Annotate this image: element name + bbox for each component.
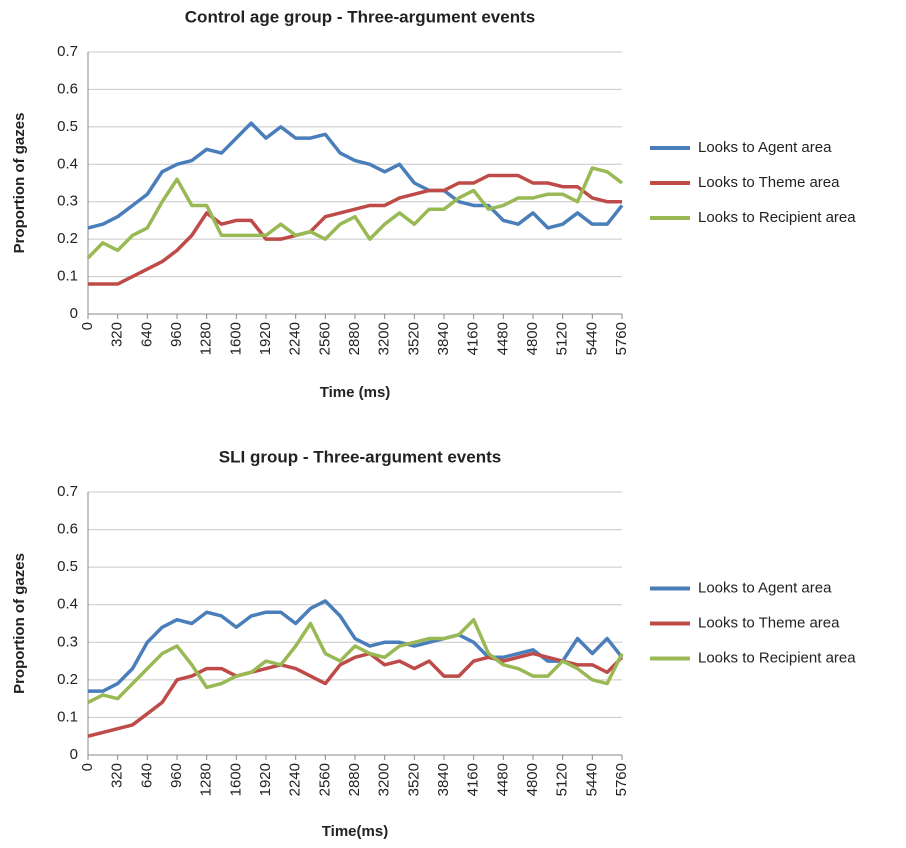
y-tick-label: 0 [70,305,78,322]
y-tick-label: 0.6 [57,80,78,97]
y-tick-label: 0 [70,746,78,763]
x-tick-label: 960 [168,763,185,788]
x-tick-label: 640 [138,322,155,347]
x-tick-label: 640 [138,763,155,788]
legend-label: Looks to Agent area [698,139,832,156]
x-tick-label: 4160 [465,763,482,796]
y-tick-label: 0.6 [57,521,78,538]
y-tick-label: 0.7 [57,483,78,500]
x-tick-label: 1920 [257,763,274,796]
x-tick-label: 2240 [287,322,304,355]
x-tick-label: 5760 [613,322,630,355]
x-tick-label: 5440 [583,322,600,355]
chart-title: Control age group - Three-argument event… [185,7,535,26]
chart-title: SLI group - Three-argument events [219,447,501,466]
y-tick-label: 0.7 [57,43,78,60]
legend-label: Looks to Agent area [698,579,832,596]
y-tick-label: 0.1 [57,708,78,725]
x-axis-title: Time(ms) [322,823,388,840]
legend-label: Looks to Theme area [698,174,840,191]
y-tick-label: 0.3 [57,193,78,210]
x-tick-label: 5120 [554,322,571,355]
x-tick-label: 5760 [613,763,630,796]
series-line [88,599,624,693]
x-tick-label: 4800 [524,763,541,796]
x-tick-label: 1920 [257,322,274,355]
x-tick-label: 320 [109,322,126,347]
x-tick-label: 5440 [583,763,600,796]
y-tick-label: 0.2 [57,671,78,688]
x-tick-label: 1280 [198,322,215,355]
x-tick-label: 1600 [227,322,244,355]
x-tick-label: 4480 [494,322,511,355]
x-tick-label: 2240 [287,763,304,796]
series-line [88,173,622,286]
legend-label: Looks to Recipient area [698,209,856,226]
x-axis-title: Time (ms) [320,384,391,401]
y-tick-label: 0.5 [57,118,78,135]
series-line [87,121,624,230]
y-tick-label: 0.5 [57,558,78,575]
x-tick-label: 1280 [198,763,215,796]
y-tick-label: 0.4 [57,596,78,613]
x-tick-label: 3520 [405,763,422,796]
x-tick-label: 3520 [405,322,422,355]
legend-label: Looks to Recipient area [698,649,856,666]
series-line [87,617,624,704]
x-tick-label: 3840 [435,763,452,796]
y-tick-label: 0.1 [57,268,78,285]
x-tick-label: 2560 [316,763,333,796]
series-line [87,651,624,738]
x-tick-label: 320 [109,763,126,788]
legend-label: Looks to Theme area [698,614,840,631]
x-tick-label: 3840 [435,322,452,355]
x-tick-label: 2560 [316,322,333,355]
x-tick-label: 0 [79,763,96,771]
x-tick-label: 4480 [494,763,511,796]
x-tick-label: 4160 [465,322,482,355]
x-tick-label: 1600 [227,763,244,796]
x-tick-label: 0 [79,322,96,330]
x-tick-label: 2880 [346,322,363,355]
x-tick-label: 3200 [376,322,393,355]
x-tick-label: 5120 [554,763,571,796]
x-tick-label: 3200 [376,763,393,796]
x-tick-label: 960 [168,322,185,347]
series-line [86,166,624,260]
y-tick-label: 0.3 [57,633,78,650]
y-axis-title: Proportion of gazes [11,113,28,254]
x-tick-label: 2880 [346,763,363,796]
y-tick-label: 0.2 [57,230,78,247]
y-axis-title: Proportion of gazes [11,553,28,694]
y-tick-label: 0.4 [57,155,78,172]
x-tick-label: 4800 [524,322,541,355]
